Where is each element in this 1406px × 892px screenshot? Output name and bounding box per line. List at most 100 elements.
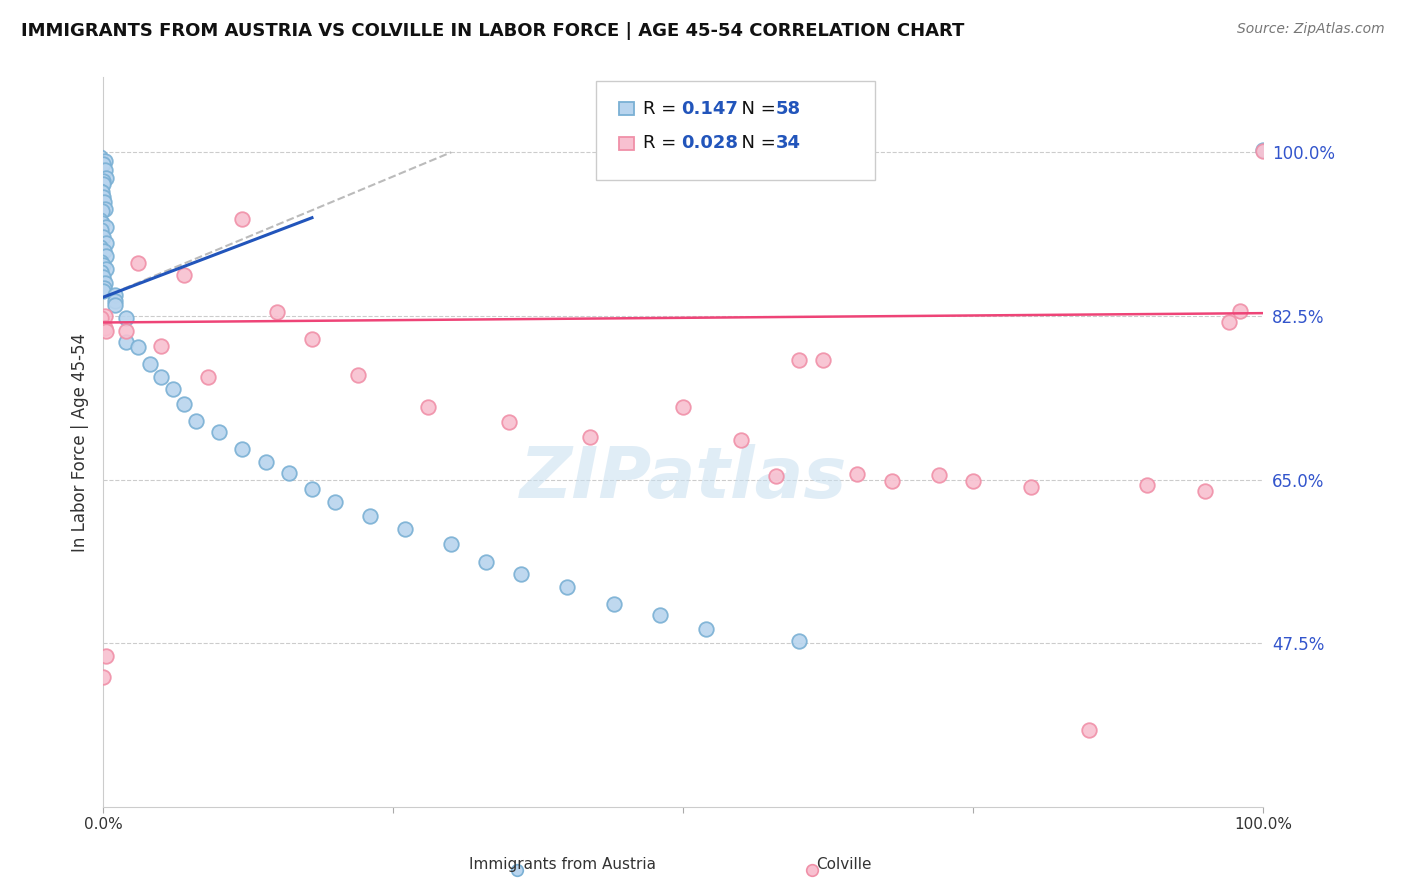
Point	[1136, 478, 1159, 492]
Point	[506, 863, 529, 878]
Point	[801, 863, 824, 878]
Point	[555, 581, 578, 595]
Point	[1229, 304, 1251, 318]
Point	[93, 244, 115, 259]
Point	[602, 597, 624, 611]
Text: Source: ZipAtlas.com: Source: ZipAtlas.com	[1237, 22, 1385, 37]
Text: N =: N =	[730, 134, 782, 153]
Point	[787, 353, 810, 368]
Point	[127, 340, 149, 354]
Point	[1218, 315, 1240, 329]
Point	[440, 536, 463, 550]
Point	[94, 276, 117, 290]
Point	[1021, 480, 1043, 494]
Point	[928, 467, 950, 482]
Point	[277, 466, 299, 480]
Point	[416, 401, 439, 415]
Point	[301, 332, 323, 346]
Point	[254, 455, 277, 469]
Point	[266, 305, 288, 319]
Point	[1194, 483, 1216, 498]
Point	[94, 262, 117, 277]
FancyBboxPatch shape	[596, 81, 875, 179]
Point	[90, 265, 112, 279]
Point	[197, 370, 219, 384]
Point	[104, 288, 127, 302]
Point	[1253, 143, 1275, 157]
FancyBboxPatch shape	[620, 103, 634, 115]
Point	[301, 483, 323, 497]
Point	[1078, 723, 1101, 738]
Point	[89, 240, 111, 254]
Point	[90, 185, 112, 199]
Point	[347, 368, 370, 383]
Point	[91, 189, 114, 203]
Point	[173, 396, 195, 410]
Point	[91, 229, 114, 244]
Point	[359, 508, 381, 523]
Point	[89, 150, 111, 164]
Point	[231, 442, 253, 457]
Point	[1253, 144, 1275, 158]
Point	[231, 212, 253, 227]
Point	[94, 202, 117, 216]
Point	[93, 281, 115, 295]
Point	[90, 254, 112, 268]
Point	[115, 311, 138, 326]
Point	[579, 430, 602, 444]
Point	[730, 433, 752, 447]
Point	[115, 324, 138, 338]
Point	[91, 284, 114, 298]
Point	[90, 217, 112, 231]
Text: R =: R =	[643, 100, 682, 118]
Point	[648, 607, 671, 622]
Text: IMMIGRANTS FROM AUSTRIA VS COLVILLE IN LABOR FORCE | AGE 45-54 CORRELATION CHART: IMMIGRANTS FROM AUSTRIA VS COLVILLE IN L…	[21, 22, 965, 40]
Y-axis label: In Labor Force | Age 45-54: In Labor Force | Age 45-54	[72, 333, 89, 552]
Point	[695, 622, 717, 636]
Point	[90, 223, 112, 237]
Point	[962, 474, 984, 488]
Point	[94, 321, 117, 335]
Point	[498, 416, 520, 430]
Point	[150, 370, 173, 384]
Point	[394, 522, 416, 536]
Point	[89, 212, 111, 227]
Point	[811, 353, 834, 368]
Point	[90, 311, 112, 326]
FancyBboxPatch shape	[620, 136, 634, 150]
Point	[91, 157, 114, 171]
Text: 58: 58	[776, 100, 801, 118]
Point	[208, 425, 231, 439]
Point	[509, 566, 531, 581]
Text: ZIPatlas: ZIPatlas	[520, 444, 846, 513]
Point	[96, 171, 118, 186]
Point	[94, 236, 117, 251]
Point	[184, 414, 207, 428]
Point	[91, 204, 114, 219]
Point	[162, 382, 184, 396]
Point	[96, 325, 118, 339]
Point	[150, 339, 173, 353]
Point	[93, 163, 115, 178]
Point	[93, 258, 115, 272]
Point	[93, 174, 115, 188]
Point	[672, 400, 695, 414]
Point	[91, 670, 114, 684]
Point	[91, 178, 114, 192]
Point	[882, 474, 904, 488]
Text: 34: 34	[776, 134, 801, 153]
Point	[96, 649, 118, 664]
Point	[846, 467, 869, 481]
Point	[104, 293, 127, 308]
Text: Immigrants from Austria: Immigrants from Austria	[468, 857, 657, 872]
Point	[94, 220, 117, 235]
Point	[89, 184, 111, 198]
Point	[765, 469, 787, 483]
Point	[173, 268, 195, 283]
Point	[94, 153, 117, 168]
Point	[787, 634, 810, 648]
Text: R =: R =	[643, 134, 682, 153]
Point	[323, 495, 346, 509]
Point	[96, 249, 118, 263]
Text: 0.147: 0.147	[681, 100, 738, 118]
